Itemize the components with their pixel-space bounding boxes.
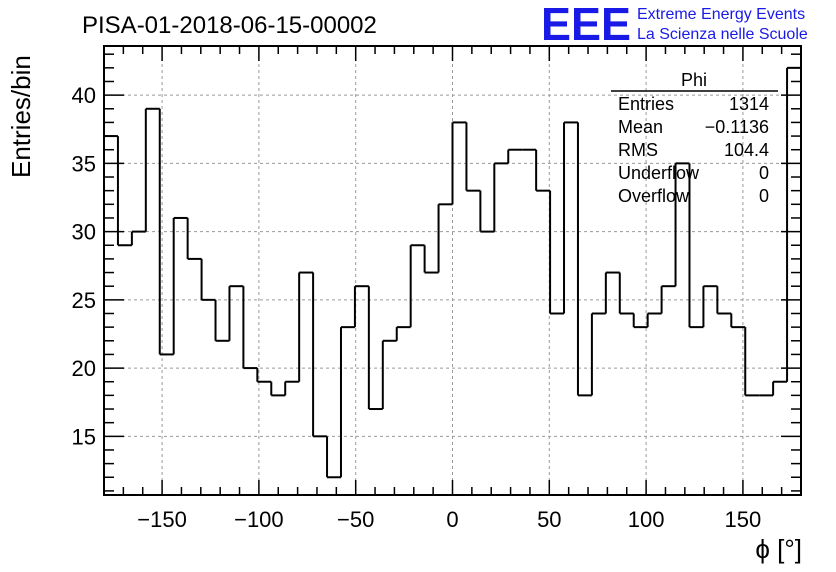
x-tick-label: −150 <box>137 507 187 532</box>
x-tick-label: −50 <box>337 507 374 532</box>
axes <box>103 45 802 496</box>
stats-value-rms: 104.4 <box>724 140 769 160</box>
chart-title: PISA-01-2018-06-15-00002 <box>82 12 377 39</box>
stats-box-title: Phi <box>681 70 707 90</box>
stats-value-entries: 1314 <box>729 94 769 114</box>
y-axis-label: Entries/bin <box>6 55 36 178</box>
y-tick-label: 40 <box>72 83 96 108</box>
x-axis-label: ϕ [°] <box>755 534 802 564</box>
stats-label-rms: RMS <box>618 140 658 160</box>
eee-logo-mark: EEE <box>541 0 631 50</box>
stats-label-mean: Mean <box>618 117 663 137</box>
grid-lines <box>104 46 801 495</box>
y-tick-label: 20 <box>72 356 96 381</box>
x-tick-labels: −150 −100 −50 0 50 100 150 <box>137 507 761 532</box>
y-tick-label: 25 <box>72 288 96 313</box>
stats-value-underflow: 0 <box>759 163 769 183</box>
stats-value-mean: −0.1136 <box>705 117 769 137</box>
stats-label-overflow: Overflow <box>618 186 690 206</box>
y-tick-label: 15 <box>72 424 96 449</box>
logo-line-1: Extreme Energy Events <box>637 6 805 23</box>
x-tick-label: 100 <box>628 507 665 532</box>
logo-line-2: La Scienza nelle Scuole <box>637 26 808 43</box>
x-tick-label: 50 <box>537 507 561 532</box>
y-tick-label: 30 <box>72 220 96 245</box>
x-tick-label: 0 <box>446 507 458 532</box>
y-tick-label: 35 <box>72 151 96 176</box>
histogram-series <box>104 66 801 479</box>
x-tick-label: 150 <box>725 507 762 532</box>
stats-label-underflow: Underflow <box>618 163 700 183</box>
eee-logo: EEE Extreme Energy Events La Scienza nel… <box>541 0 808 50</box>
stats-box: Phi Entries 1314 Mean −0.1136 RMS 104.4 … <box>611 70 778 206</box>
x-tick-label: −100 <box>234 507 284 532</box>
stats-value-overflow: 0 <box>759 186 769 206</box>
y-tick-labels: 15 20 25 30 35 40 <box>72 83 96 449</box>
stats-label-entries: Entries <box>618 94 674 114</box>
